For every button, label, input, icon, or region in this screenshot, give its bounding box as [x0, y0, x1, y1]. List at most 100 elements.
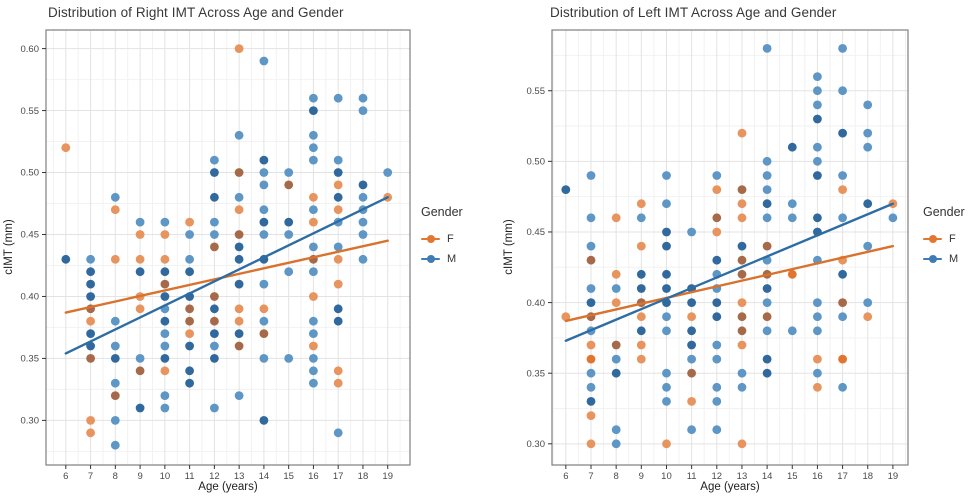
data-point: [762, 368, 772, 378]
trend-line-m: [564, 202, 895, 342]
data-point: [586, 411, 596, 420]
data-point: [838, 213, 847, 223]
legend-label-f: F: [949, 233, 956, 245]
data-point: [813, 156, 822, 166]
data-point: [259, 329, 269, 338]
data-point: [863, 142, 873, 152]
data-point: [358, 254, 368, 264]
data-point: [185, 341, 195, 351]
data-point: [309, 205, 318, 215]
data-point: [737, 213, 747, 223]
x-axis-label: Age (years): [700, 481, 760, 493]
data-point: [636, 241, 646, 251]
data-point: [135, 366, 145, 376]
data-point: [309, 267, 318, 277]
data-point: [737, 312, 747, 322]
data-point: [135, 217, 145, 227]
data-point: [333, 304, 343, 314]
data-point: [210, 217, 219, 227]
y-tick-label: 0.40: [527, 298, 546, 309]
data-point: [160, 403, 170, 413]
panel-background: [46, 30, 410, 465]
data-point: [561, 312, 571, 322]
data-point: [813, 142, 822, 152]
data-point: [234, 44, 244, 53]
data-point: [185, 267, 195, 277]
data-point: [259, 230, 269, 239]
data-point: [210, 354, 219, 363]
data-point: [234, 279, 244, 289]
data-point: [863, 298, 873, 307]
data-point: [762, 171, 772, 180]
data-point: [333, 316, 343, 326]
data-point: [586, 255, 596, 265]
data-point: [636, 354, 646, 364]
data-point: [687, 368, 696, 378]
data-point: [234, 130, 244, 140]
panel-border: [45, 29, 411, 466]
x-tick-label: 16: [308, 471, 319, 482]
data-point: [636, 213, 646, 223]
data-point: [863, 100, 873, 110]
data-point: [838, 312, 847, 322]
data-point: [787, 213, 797, 223]
data-point: [662, 312, 671, 322]
data-point: [185, 366, 195, 376]
data-point: [234, 242, 244, 252]
x-tick-label: 7: [88, 471, 93, 482]
data-point: [586, 340, 596, 350]
data-point: [888, 213, 898, 223]
data-point: [135, 267, 145, 277]
data-point: [61, 143, 71, 153]
data-point: [160, 292, 170, 301]
data-point: [586, 439, 596, 449]
data-point: [259, 416, 269, 425]
data-point: [234, 230, 244, 239]
data-point: [86, 267, 95, 277]
data-point: [309, 378, 318, 388]
data-point: [863, 312, 873, 322]
data-point: [234, 391, 244, 400]
data-point: [383, 168, 393, 177]
y-tick-label: 0.45: [527, 227, 546, 238]
data-point: [333, 366, 343, 376]
x-tick-label: 10: [661, 471, 672, 482]
data-point: [662, 227, 671, 237]
data-point: [813, 368, 822, 378]
data-point: [813, 72, 822, 81]
data-point: [86, 279, 95, 289]
f-point-line-icon: [421, 235, 440, 244]
data-point: [737, 382, 747, 392]
data-point: [586, 298, 596, 307]
legend-title: Gender: [421, 205, 463, 219]
data-point: [687, 227, 696, 237]
data-point: [284, 230, 294, 239]
f-point-line-icon: [923, 235, 942, 244]
data-point: [586, 213, 596, 223]
legend: Gender F M: [923, 205, 965, 269]
data-point: [611, 284, 621, 293]
chart-title-left-imt: Distribution of Left IMT Across Age and …: [550, 5, 837, 20]
y-tick-label: 0.30: [527, 439, 546, 450]
panel-background: [552, 30, 908, 465]
data-point: [712, 185, 722, 195]
panel-border: [551, 29, 909, 466]
data-point: [110, 205, 120, 215]
data-point: [110, 192, 120, 202]
legend-title: Gender: [923, 205, 965, 219]
x-tick-label: 18: [358, 471, 369, 482]
legend-label-m: M: [949, 253, 959, 265]
data-point: [611, 213, 621, 223]
data-point: [185, 378, 195, 388]
x-axis-label: Age (years): [198, 481, 258, 493]
data-point: [586, 354, 596, 364]
data-point: [636, 340, 646, 350]
y-tick-label: 0.40: [21, 292, 40, 303]
data-point: [86, 416, 95, 425]
data-point: [309, 354, 318, 363]
data-point: [333, 93, 343, 103]
m-point-line-icon: [923, 255, 942, 264]
data-point: [762, 298, 772, 307]
data-point: [687, 298, 696, 307]
data-point: [838, 44, 847, 53]
